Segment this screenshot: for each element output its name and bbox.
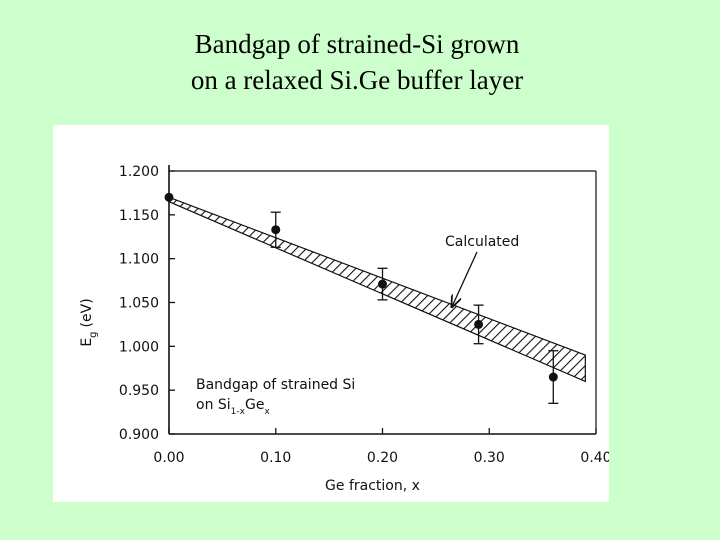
y-axis-label: Eg (eV) xyxy=(79,298,99,346)
y-tick-label: 1.150 xyxy=(119,208,159,224)
data-point xyxy=(271,225,281,235)
inset-subscript-1-x: 1-x xyxy=(231,407,246,417)
calculated-band xyxy=(168,196,586,383)
y-axis-symbol: E xyxy=(79,338,95,347)
calculated-arrow xyxy=(452,251,478,307)
y-axis-subscript: g xyxy=(88,331,99,337)
y-tick-label: 1.050 xyxy=(119,296,159,312)
y-tick-label: 1.200 xyxy=(119,164,159,180)
y-axis-unit: (eV) xyxy=(79,298,95,327)
x-tick-label: 0.30 xyxy=(474,450,505,466)
y-tick-label: 0.950 xyxy=(119,383,159,399)
x-tick-label: 0.10 xyxy=(260,450,291,466)
calculated-label: Calculated xyxy=(445,234,519,250)
y-tick-label: 1.100 xyxy=(119,252,159,268)
x-axis-label: Ge fraction, x xyxy=(325,478,420,494)
data-point xyxy=(164,192,174,202)
x-tick-label: 0.20 xyxy=(367,450,398,466)
data-point xyxy=(378,279,387,289)
x-tick-label: 0.00 xyxy=(153,450,184,466)
x-tick-label: 0.40 xyxy=(580,450,609,466)
slide-title-line-2: on a relaxed Si.Ge buffer layer xyxy=(190,65,524,95)
data-point xyxy=(548,372,558,382)
inset-label-line-1: Bandgap of strained Si xyxy=(196,377,355,393)
inset-ge: Ge xyxy=(245,397,264,413)
figure-panel: 0.900 0.950 1.000 1.050 1.100 1.150 1.200 0.00 0… xyxy=(53,125,609,502)
y-tick-label: 1.000 xyxy=(119,339,159,355)
inset-on-si: on Si xyxy=(196,397,231,413)
inset-subscript-x: x xyxy=(264,407,270,417)
slide-title: Bandgap of strained-Si grown on a relaxe… xyxy=(0,26,714,98)
y-axis-label-text: Eg (eV) xyxy=(79,298,99,346)
bandgap-chart: 0.900 0.950 1.000 1.050 1.100 1.150 1.200 0.00 0… xyxy=(79,164,609,494)
y-tick-label: 0.900 xyxy=(119,427,159,443)
slide-title-line-1: Bandgap of strained-Si grown xyxy=(194,29,520,59)
data-point xyxy=(474,319,484,329)
inset-label-line-2: on Si1-xGex xyxy=(196,397,270,417)
